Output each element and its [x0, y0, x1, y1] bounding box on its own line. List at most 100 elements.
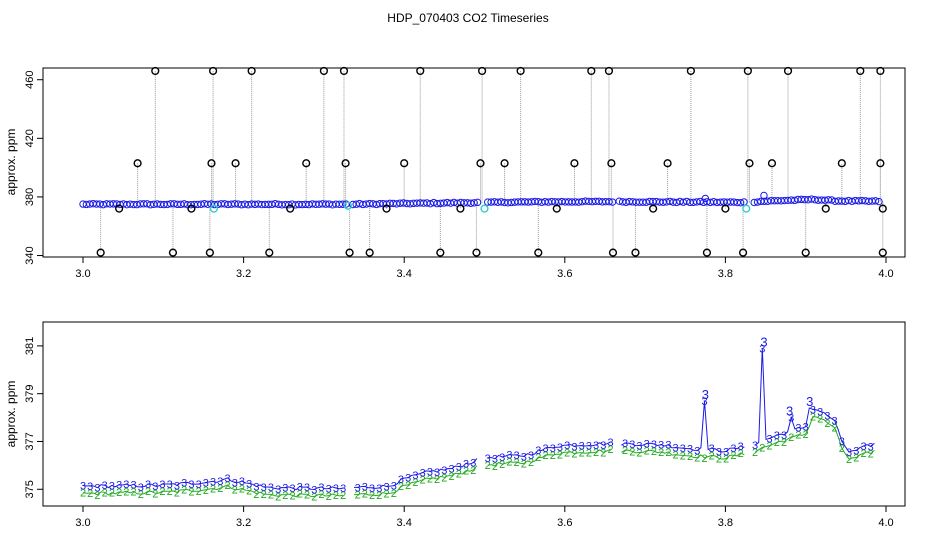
- series-marker-2: 2: [434, 474, 440, 486]
- outlier-point: [801, 248, 810, 257]
- series-marker-3: 3: [441, 465, 447, 477]
- filtered-point: [605, 197, 613, 206]
- outlier-point: [205, 248, 214, 257]
- outlier-point: [151, 66, 160, 76]
- filtered-point: [701, 194, 710, 203]
- series-marker-3: 3: [557, 442, 563, 454]
- series-marker-3: 3: [456, 461, 462, 473]
- series-marker-2: 2: [391, 488, 397, 500]
- series-marker-2: 2: [152, 488, 158, 500]
- outlier-point: [339, 66, 349, 76]
- series-marker-2: 2: [282, 490, 288, 502]
- series-marker-2: 2: [701, 453, 707, 465]
- series-marker-3: 3: [514, 450, 520, 462]
- outlier-point: [783, 66, 793, 76]
- series-marker-2: 2: [333, 490, 339, 502]
- series-marker-3: 3: [528, 450, 534, 462]
- series-marker-2: 2: [203, 485, 209, 497]
- x-axis-bottom: 3.0 3.2 3.4 3.6 3.8 4.0: [75, 506, 894, 529]
- series-marker-2: 2: [362, 489, 368, 501]
- series-marker-2: 2: [759, 442, 765, 454]
- series-marker-3: 3: [571, 442, 577, 454]
- series-marker-3: 3: [326, 484, 332, 496]
- series-marker-2: 2: [795, 430, 801, 442]
- outlier-point: [168, 248, 178, 257]
- series-marker-2: 2: [94, 490, 100, 502]
- outlier-point: [587, 66, 596, 76]
- outlier-point: [477, 66, 487, 76]
- outlier-point: [738, 248, 748, 257]
- x-tick-label: 3.2: [236, 268, 251, 280]
- series-marker-2: 2: [246, 485, 252, 497]
- series-marker-2: 2: [723, 454, 729, 466]
- series-marks-top: [79, 66, 887, 257]
- outlier-point: [534, 248, 543, 257]
- series-marker-3: 3: [188, 479, 194, 491]
- series-marker-2: 2: [629, 446, 635, 458]
- series-marker-2: 2: [506, 457, 512, 469]
- filtered-point: [871, 197, 880, 205]
- panel-top: 3.0 3.2 3.4 3.6 3.8 4.0 340 380 420 460 approx. …: [4, 66, 906, 280]
- series-marker-2: 2: [665, 447, 671, 459]
- series-marker-3: 3: [246, 478, 252, 490]
- y-axis-bottom: 375 377 379 381: [24, 337, 43, 498]
- series-marker-2: 2: [427, 473, 433, 485]
- series-marker-2: 2: [636, 448, 642, 460]
- series-line-3: [82, 348, 875, 491]
- series-marker-3: 3: [210, 476, 216, 488]
- outlier-point: [631, 248, 640, 257]
- series-marker-3: 3: [817, 406, 823, 418]
- outlier-point: [516, 66, 525, 76]
- spike-marker: 3: [760, 334, 767, 349]
- series-marker-3: 3: [680, 443, 686, 455]
- series-marker-3: 3: [485, 453, 491, 465]
- series-marker-3: 3: [224, 473, 230, 485]
- series-marker-2: 2: [376, 490, 382, 502]
- series-marker-3: 3: [629, 439, 635, 451]
- y-tick-label: 420: [24, 129, 36, 147]
- series-marker-3: 3: [853, 445, 859, 457]
- series-line-2: [82, 415, 875, 498]
- x-tick-label: 3.4: [397, 268, 412, 280]
- series-marker-2: 2: [810, 411, 816, 423]
- series-marker-3: 3: [832, 415, 838, 427]
- filtered-point: [615, 197, 623, 205]
- series-marker-2: 2: [449, 471, 455, 483]
- series-marker-2: 2: [326, 491, 332, 503]
- x-tick-label: 3.0: [75, 517, 90, 529]
- series-marker-3: 3: [232, 477, 238, 489]
- series-marker-3: 3: [253, 482, 259, 494]
- outlier-point: [302, 159, 311, 168]
- series-marker-3: 3: [87, 481, 93, 493]
- spike-marker: 3: [702, 387, 709, 402]
- outlier-point: [876, 159, 885, 168]
- series-marker-2: 2: [116, 487, 122, 499]
- x-tick-label: 3.4: [397, 517, 412, 529]
- series-marker-3: 3: [102, 480, 108, 492]
- series-marker-3: 3: [767, 433, 773, 445]
- series-marker-3: 3: [738, 441, 744, 453]
- plot-frame-top: [42, 67, 906, 258]
- series-marker-3: 3: [80, 480, 86, 492]
- outlier-point: [231, 159, 240, 168]
- series-marker-3: 3: [564, 440, 570, 452]
- series-marker-3: 3: [781, 430, 787, 442]
- outlier-point: [837, 159, 846, 168]
- series-marker-2: 2: [687, 451, 693, 463]
- outlier-point: [767, 159, 777, 168]
- series-marker-2: 2: [817, 414, 823, 426]
- y-tick-label: 379: [24, 385, 36, 403]
- series-marker-3: 3: [810, 404, 816, 416]
- series-marker-2: 2: [774, 437, 780, 449]
- series-marker-2: 2: [441, 472, 447, 484]
- series-marker-2: 2: [846, 454, 852, 466]
- series-marker-3: 3: [268, 482, 274, 494]
- y-tick-label: 377: [24, 432, 36, 450]
- plot-frame-bottom: [42, 321, 906, 507]
- series-marker-2: 2: [463, 465, 469, 477]
- series-marker-3: 3: [839, 436, 845, 448]
- series-marker-2: 2: [730, 450, 736, 462]
- series-marker-3: 3: [318, 482, 324, 494]
- series-marker-2: 2: [304, 489, 310, 501]
- y-axis-top: 340 380 420 460: [24, 71, 43, 265]
